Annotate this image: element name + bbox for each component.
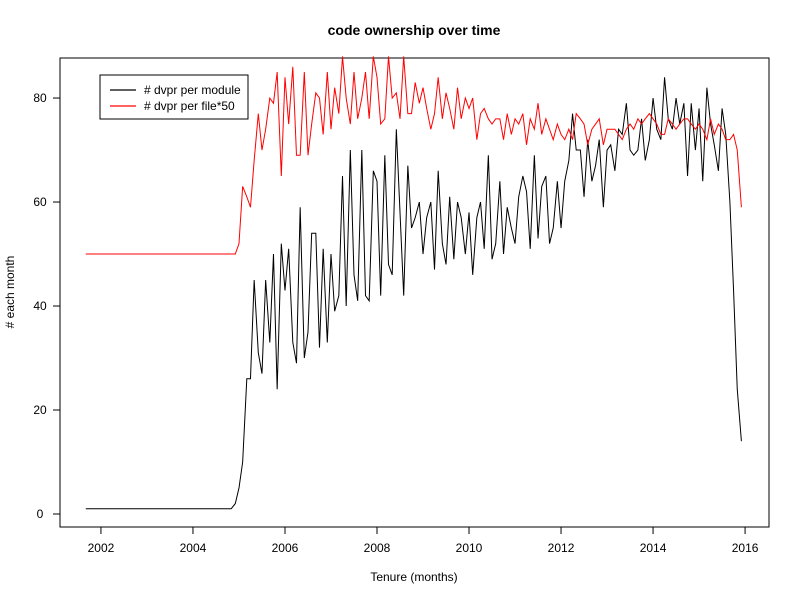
legend-box	[99, 74, 249, 120]
series-line	[85, 77, 742, 510]
x-tick-label: 2016	[732, 541, 759, 555]
y-tick-label: 0	[37, 507, 44, 521]
legend-label: # dvpr per file*50	[144, 99, 235, 113]
y-axis-label: # each month	[3, 256, 17, 329]
chart-title: code ownership over time	[328, 22, 501, 38]
y-tick-label: 60	[33, 195, 47, 209]
y-tick-label: 40	[33, 299, 47, 313]
x-tick-label: 2008	[364, 541, 391, 555]
x-tick-label: 2006	[272, 541, 299, 555]
y-tick-label: 20	[33, 403, 47, 417]
x-tick-label: 2012	[548, 541, 575, 555]
x-tick-label: 2014	[640, 541, 667, 555]
y-tick-label: 80	[33, 91, 47, 105]
x-axis-label: Tenure (months)	[370, 570, 457, 584]
legend-label: # dvpr per module	[144, 83, 241, 97]
plot-frame	[59, 57, 770, 528]
x-tick-label: 2004	[180, 541, 207, 555]
x-tick-label: 2002	[88, 541, 115, 555]
x-tick-label: 2010	[456, 541, 483, 555]
series-line	[85, 56, 742, 255]
